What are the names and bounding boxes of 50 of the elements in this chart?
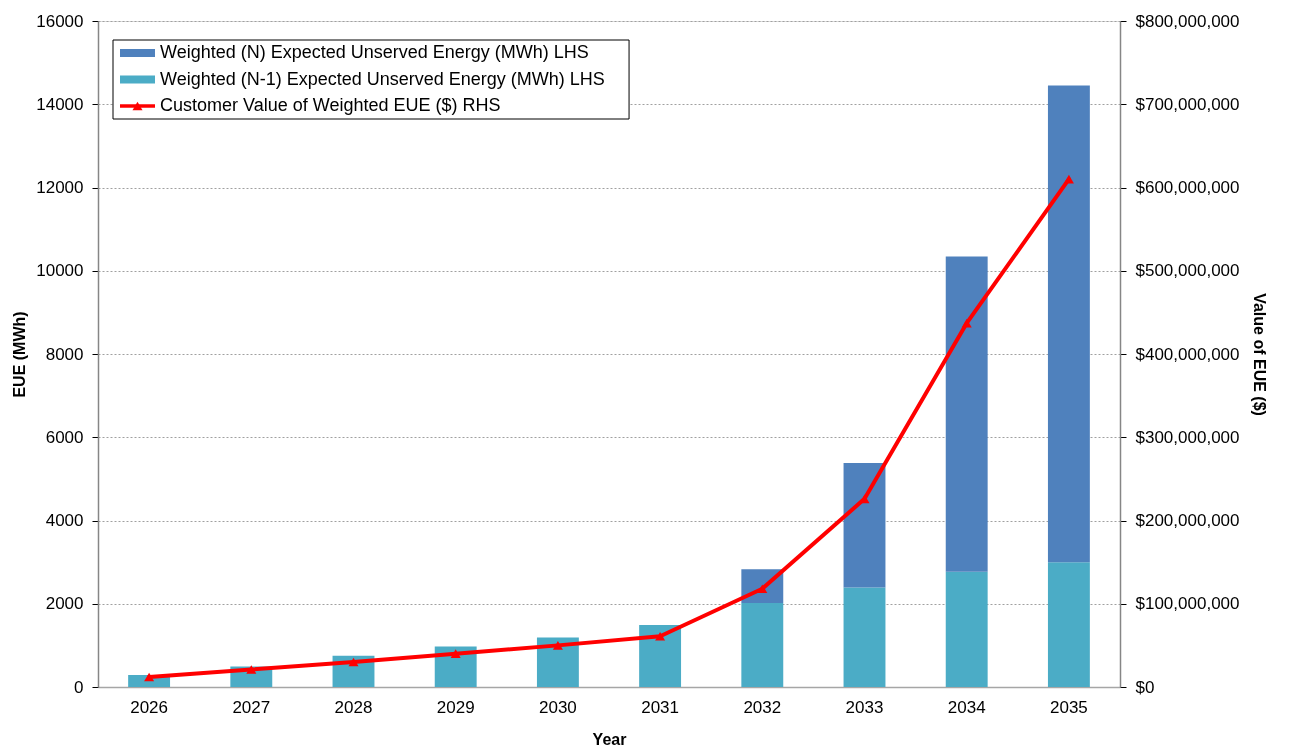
y-tick-label: 16000 (36, 11, 84, 31)
x-tick-label: 2028 (334, 697, 373, 717)
y2-tick-label: $200,000,000 (1135, 511, 1240, 530)
x-tick-label: 2026 (130, 697, 169, 717)
bar (843, 587, 886, 687)
y2-tick-label: $100,000,000 (1135, 594, 1240, 614)
legend-label: Weighted (N-1) Expected Unserved Energy (MWh) LHS (160, 68, 605, 89)
y2-tick-label: $0 (1135, 677, 1155, 697)
y2-tick-label: $300,000,000 (1135, 427, 1240, 447)
y-tick-label: 14000 (36, 94, 84, 114)
point (450, 649, 461, 659)
legend-label: Customer Value of Weighted EUE ($) RHS (160, 95, 501, 115)
bar (1047, 562, 1090, 687)
legend-label: Weighted (N) Expected Unserved Energy (MWh) LHS (160, 42, 589, 62)
bar (843, 463, 886, 588)
point (552, 641, 563, 650)
y2-tick-label: $800,000,000 (1135, 11, 1240, 31)
y-tick-label: 4000 (45, 511, 84, 530)
point (246, 665, 257, 674)
point (1063, 174, 1074, 184)
bar (536, 637, 579, 687)
x-tick-label: 2032 (743, 697, 782, 717)
y2-axis-title: Value of EUE ($) (1251, 293, 1269, 416)
bar (945, 256, 988, 572)
x-tick-label: 2027 (232, 697, 271, 717)
y2-tick-label: $700,000,000 (1135, 94, 1240, 114)
y-tick-label: 0 (74, 677, 84, 697)
y-tick-label: 2000 (45, 594, 84, 614)
y-tick-label: 10000 (36, 261, 84, 281)
x-tick-label: 2031 (641, 697, 680, 717)
point (961, 318, 972, 328)
point (348, 657, 359, 667)
y-tick-label: 6000 (45, 427, 84, 447)
y-tick-label: 12000 (36, 178, 84, 197)
x-tick-label: 2033 (845, 697, 884, 717)
x-tick-label: 2034 (947, 697, 986, 717)
x-tick-label: 2029 (436, 697, 475, 717)
x-tick-label: 2035 (1049, 697, 1088, 717)
y2-tick-label: $500,000,000 (1135, 261, 1240, 281)
y2-tick-label: $600,000,000 (1135, 178, 1240, 197)
y-tick-label: 8000 (45, 344, 84, 364)
x-axis-title: Year (592, 730, 627, 748)
y-axis-title: EUE (MWh) (11, 311, 29, 398)
point (655, 631, 666, 641)
bar (741, 602, 784, 687)
x-tick-label: 2030 (538, 697, 577, 717)
bar (639, 624, 682, 687)
bar (945, 571, 988, 687)
y2-tick-label: $400,000,000 (1135, 344, 1240, 364)
bar (1047, 85, 1090, 563)
